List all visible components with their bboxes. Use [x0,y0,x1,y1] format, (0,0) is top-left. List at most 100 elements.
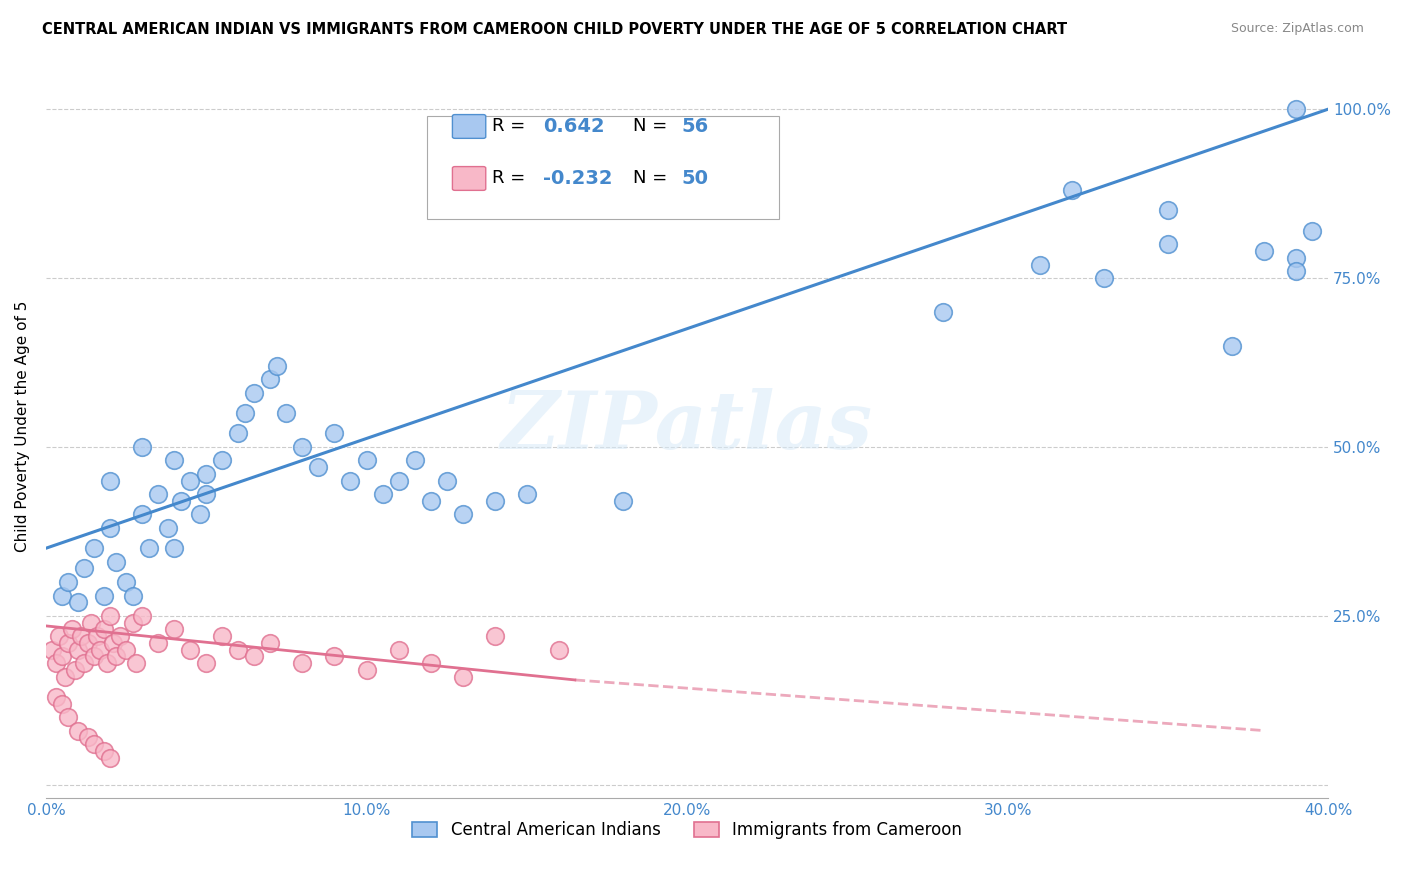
Point [138,541,160,556]
Point [121,615,143,630]
Point [163,453,186,467]
Point [371,487,394,501]
Point [121,589,143,603]
Point [108,629,131,643]
Point [243,385,266,400]
Point [48,629,70,643]
Point [66,642,89,657]
Point [419,656,441,670]
Point [1285,264,1308,278]
Point [1301,224,1323,238]
Point [195,487,218,501]
Point [163,541,186,556]
Point [226,426,249,441]
Point [98,474,121,488]
Point [1092,271,1115,285]
Point [404,453,426,467]
Point [179,474,201,488]
Point [276,406,298,420]
Text: 56: 56 [682,117,709,136]
Text: R =: R = [492,169,531,187]
Text: -0.232: -0.232 [544,169,613,188]
Point [451,508,474,522]
Point [96,656,118,670]
Text: N =: N = [633,118,673,136]
Point [98,521,121,535]
Point [195,656,218,670]
Point [259,636,281,650]
Point [1157,203,1180,218]
Point [1060,183,1083,197]
Point [233,406,256,420]
Point [1028,258,1050,272]
Point [211,629,233,643]
Point [103,636,125,650]
FancyBboxPatch shape [427,116,779,219]
Point [115,574,138,589]
Point [387,642,409,657]
Point [323,649,346,664]
Text: CENTRAL AMERICAN INDIAN VS IMMIGRANTS FROM CAMEROON CHILD POVERTY UNDER THE AGE : CENTRAL AMERICAN INDIAN VS IMMIGRANTS FR… [42,22,1067,37]
Point [83,737,105,751]
Point [226,642,249,657]
Point [146,487,169,501]
Point [45,656,67,670]
Text: 50: 50 [682,169,709,188]
Point [80,615,103,630]
Point [484,629,506,643]
Point [243,649,266,664]
Point [356,663,378,677]
Point [51,697,73,711]
Legend: Central American Indians, Immigrants from Cameroon: Central American Indians, Immigrants fro… [405,814,969,846]
Point [93,622,115,636]
Point [105,649,128,664]
Point [51,649,73,664]
Point [266,359,288,373]
Point [58,710,80,724]
Text: N =: N = [633,169,673,187]
Point [131,508,153,522]
Point [63,663,86,677]
Point [93,744,115,758]
Point [89,642,111,657]
Point [156,521,179,535]
Point [70,629,93,643]
Point [339,474,361,488]
Point [1285,102,1308,116]
Point [259,372,281,386]
Point [323,426,346,441]
Y-axis label: Child Poverty Under the Age of 5: Child Poverty Under the Age of 5 [15,301,30,552]
Point [169,494,191,508]
Text: Source: ZipAtlas.com: Source: ZipAtlas.com [1230,22,1364,36]
FancyBboxPatch shape [453,114,485,138]
Point [291,440,314,454]
Point [66,723,89,738]
Text: ZIPatlas: ZIPatlas [501,388,873,466]
Point [58,636,80,650]
Point [146,636,169,650]
Point [612,494,634,508]
Point [1285,251,1308,265]
Point [53,669,76,683]
Point [195,467,218,481]
Point [387,474,409,488]
Point [93,589,115,603]
Point [76,636,98,650]
Point [179,642,201,657]
Point [188,508,211,522]
Point [516,487,538,501]
Point [436,474,458,488]
Point [98,608,121,623]
Point [86,629,108,643]
Point [58,574,80,589]
Point [125,656,148,670]
Point [73,561,96,575]
Point [1157,237,1180,252]
Point [73,656,96,670]
Point [51,589,73,603]
Point [83,649,105,664]
Point [83,541,105,556]
Point [41,642,63,657]
Point [60,622,83,636]
Text: 0.642: 0.642 [544,117,605,136]
